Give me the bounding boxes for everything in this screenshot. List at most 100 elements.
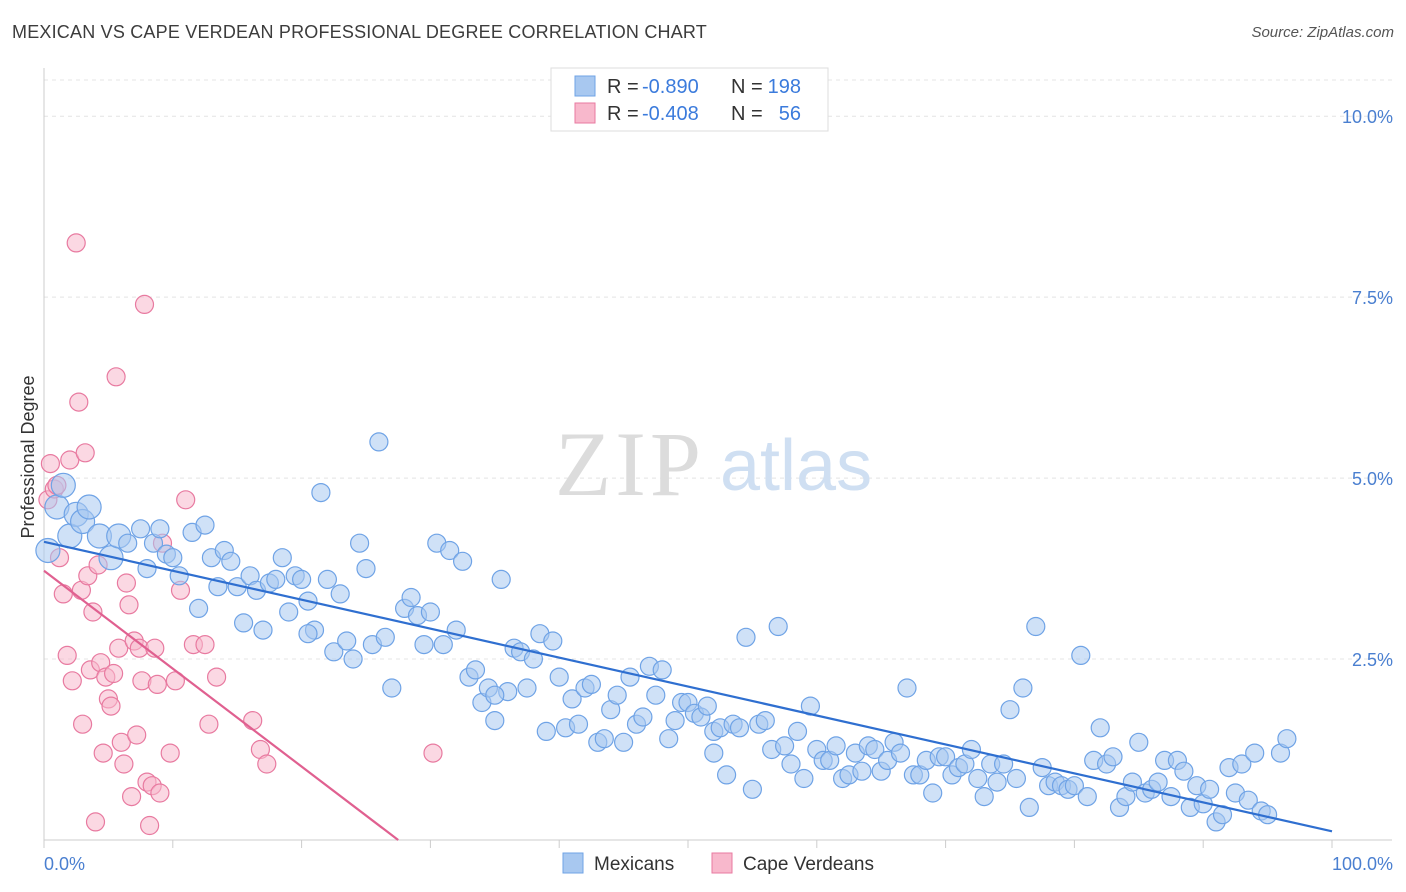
mexicans-point-42 [337,631,357,651]
mexicans-trend-line [43,540,1333,833]
mexicans-point-61 [465,660,486,680]
mexicans-point-53 [414,634,434,655]
cape-verdeans-point-49 [195,634,215,655]
mexicans-point-19 [189,598,209,619]
mexicans-point-59 [453,551,473,571]
cape-verdeans-point-51 [207,667,227,687]
mexicans-point-10 [118,533,138,553]
watermark-zip: ZIP [555,413,705,515]
mexicans-point-54 [420,602,440,622]
mexicans-point-104 [742,779,763,799]
mexicans-point-14 [150,519,170,539]
mexicans-point-77 [568,714,589,734]
mexicans-point-145 [1006,768,1027,789]
bottom-legend-mexicans: Mexicans [594,854,674,875]
mexicans-point-26 [234,613,254,633]
mexicans-point-56 [433,634,453,655]
legend-swatch-cape-verdeans [574,102,596,124]
mexicans-point-12 [137,558,157,579]
cape-verdeans-point-42 [150,783,170,803]
mexicans-point-17 [169,566,189,586]
cape-verdeans-point-6 [57,645,77,666]
mexicans-point-81 [594,729,614,749]
mexicans-point-79 [581,674,602,695]
mexicans-point-48 [375,627,395,647]
mexicans-point-84 [613,732,634,752]
cape-verdeans-point-16 [83,602,103,622]
mexicans-point-40 [324,642,344,662]
mexicans-point-2 [50,472,76,498]
cape-verdeans-point-7 [60,450,80,470]
mexicans-point-139 [968,768,988,789]
mexicans-point-167 [1148,772,1168,792]
mexicans-point-175 [1199,779,1220,799]
mexicans-point-154 [1064,776,1085,796]
watermark-atlas: atlas [720,426,872,506]
cape-verdeans-point-41 [147,674,167,695]
mexicans-point-127 [890,743,911,763]
mexicans-point-20 [195,515,215,535]
y-tick-label-1: 5.0% [1352,469,1393,489]
mexicans-point-121 [852,761,872,781]
bottom-legend-swatch-cape-verdeans [711,852,733,874]
mexicans-point-69 [517,678,537,698]
cape-verdeans-point-8 [62,671,82,691]
mexicans-point-156 [1077,786,1097,807]
y-axis-label: Professional Degree [18,375,38,538]
mexicans-point-47 [369,432,389,452]
mexicans-point-24 [221,551,241,571]
cape-verdeans-point-17 [85,812,106,832]
cape-verdeans-point-23 [101,696,121,716]
mexicans-point-74 [549,667,569,687]
mexicans-point-112 [794,768,814,789]
mexicans-point-188 [485,685,505,705]
mexicans-point-148 [1026,616,1046,637]
y-tick-label-2: 7.5% [1352,288,1393,308]
mexicans-point-51 [401,587,421,608]
cape-verdeans-point-13 [75,443,95,463]
top-legend: R = -0.890 N = 198 R = -0.408 N = 56 [550,67,829,132]
cape-verdeans-point-9 [66,233,86,253]
mexicans-point-57 [440,540,460,561]
mexicans-point-140 [974,786,994,807]
legend-r-value-2: -0.408 [642,103,699,125]
cape-verdeans-point-33 [127,725,147,745]
mexicans-point-70 [523,649,544,669]
cape-verdeans-point-30 [119,595,139,615]
mexicans-point-76 [562,689,582,709]
cape-verdeans-point-20 [93,743,113,763]
mexicans-point-171 [1174,761,1194,781]
source-label: Source: ZipAtlas.com [1251,24,1394,41]
cape-verdeans-point-44 [160,743,180,763]
mexicans-point-158 [1090,718,1110,738]
cape-verdeans-trend-line [43,569,399,841]
legend-r-label-2: R = [607,103,639,125]
cape-verdeans-point-31 [122,786,142,807]
cape-verdeans-point-10 [69,392,89,412]
mexicans-point-39 [317,569,337,590]
trend-lines [43,540,1333,841]
mexicans-point-128 [897,678,917,698]
mexicans-point-43 [343,649,363,669]
x-tick-label-0: 0.0% [44,854,85,874]
mexicans-point-106 [755,710,775,731]
mexicans-point-11 [131,519,151,539]
mexicans-point-180 [1232,754,1252,774]
chart-title: MEXICAN VS CAPE VERDEAN PROFESSIONAL DEG… [12,22,708,42]
mexicans-point-33 [279,602,299,622]
mexicans-point-187 [298,624,318,644]
cape-verdeans-point-28 [114,754,134,774]
series-mexicans [35,432,1297,832]
mexicans-point-155 [1071,645,1091,666]
mexicans-point-31 [266,569,286,590]
mexicans-point-41 [330,584,350,604]
legend-r-value-1: -0.890 [642,76,699,98]
mexicans-point-146 [1013,678,1033,698]
tick-labels: 2.5% 5.0% 7.5% 10.0% 0.0% 100.0% [44,107,1393,874]
mexicans-point-189 [704,743,724,763]
bottom-legend-swatch-mexicans [562,852,584,874]
mexicans-point-49 [382,678,402,698]
mexicans-point-92 [665,710,685,731]
mexicans-point-182 [1245,743,1265,763]
